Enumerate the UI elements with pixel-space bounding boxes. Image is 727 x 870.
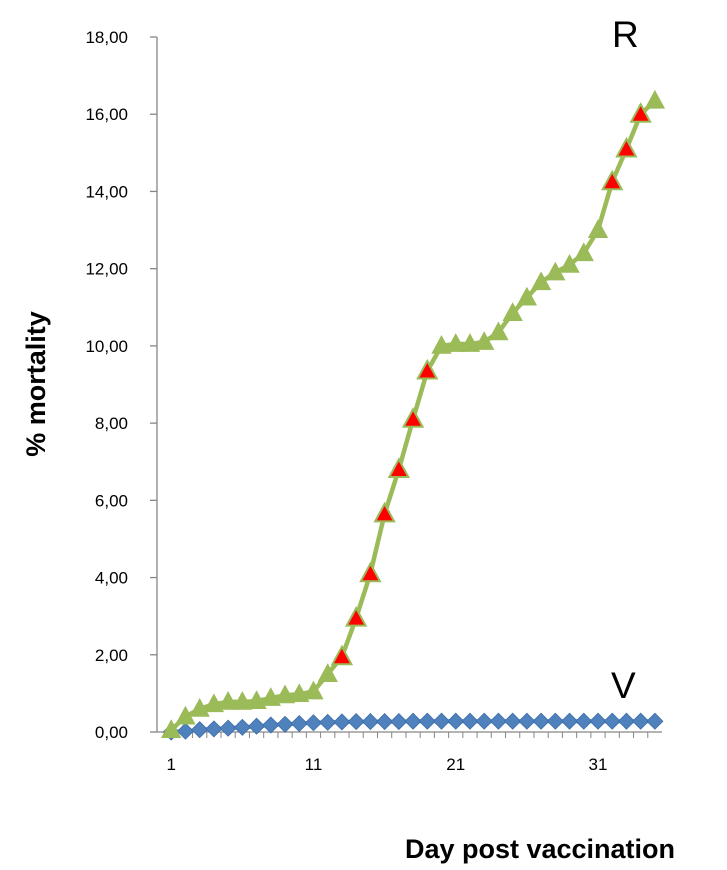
series-v-point	[575, 712, 593, 730]
series-v-point	[489, 712, 507, 730]
y-tick-label: 18,00	[85, 28, 128, 47]
axes	[156, 37, 662, 733]
series-r-point-highlight	[330, 644, 354, 666]
series-v-point	[390, 713, 408, 731]
x-tick-label: 21	[446, 755, 465, 774]
series-v-point	[176, 722, 195, 740]
series-r-point-highlight	[629, 102, 652, 123]
series-v-point	[376, 713, 394, 731]
series-v-point	[603, 712, 621, 730]
series-r-point-highlight	[615, 136, 638, 158]
series-r-point	[217, 691, 239, 710]
series-r-point	[445, 333, 466, 352]
x-axis-title: Day post vaccination	[405, 834, 675, 864]
series-v-point	[646, 712, 664, 730]
y-tick-label: 12,00	[85, 260, 128, 279]
series-v-point	[617, 712, 636, 730]
series-r-point-highlight	[401, 407, 425, 428]
series-r-point	[545, 261, 566, 281]
x-tick-label: 1	[166, 755, 175, 774]
series-v-point	[475, 712, 493, 730]
series-r-point-highlight	[373, 501, 396, 523]
series-r-point	[289, 683, 310, 703]
series-r-point	[161, 719, 182, 738]
series-v-point	[219, 719, 237, 737]
series-r-point	[559, 253, 580, 273]
series-r-point	[474, 331, 495, 350]
series-r-point	[260, 687, 281, 706]
series-r-point	[644, 89, 666, 109]
series-r-point	[203, 693, 225, 713]
series-r-point-highlight	[416, 358, 439, 380]
series-v-point	[290, 714, 308, 733]
series-v-point	[361, 713, 379, 731]
series-r-point	[303, 680, 324, 700]
series-r-point	[431, 335, 452, 354]
y-ticks: 0,00 2,00 4,00 6,00 8,00 10,00 12,00 14,00 16,00…	[85, 28, 157, 742]
series-v-point	[248, 717, 266, 735]
series-r-point-highlight	[344, 606, 368, 627]
series-r-point	[502, 302, 523, 321]
y-tick-label: 6,00	[95, 491, 128, 510]
series-v-point	[205, 720, 223, 738]
series-v-point	[404, 712, 422, 730]
series-r-point	[587, 219, 609, 238]
series-r-point	[274, 684, 296, 704]
series-v-point	[333, 713, 351, 731]
series-v-point	[518, 712, 536, 730]
series-v-point	[560, 712, 579, 730]
series-v-point	[432, 712, 451, 730]
series-v-point	[461, 712, 479, 730]
series-r-point	[488, 321, 509, 341]
series-label-r: R	[612, 14, 639, 55]
series-r-point	[459, 333, 481, 352]
y-tick-label: 14,00	[85, 182, 128, 201]
y-tick-label: 8,00	[95, 414, 128, 433]
x-tick-label: 31	[589, 755, 608, 774]
series-v-point	[262, 716, 280, 734]
y-tick-label: 10,00	[85, 337, 128, 356]
series-r-point-highlight	[601, 169, 624, 191]
series-v-point	[632, 712, 650, 730]
series	[161, 89, 666, 741]
series-r-point	[232, 691, 253, 710]
x-ticks: 1 11 21 31	[163, 732, 649, 774]
series-v-point	[447, 712, 465, 730]
series-r-point	[530, 271, 552, 291]
series-v-point	[532, 712, 550, 730]
y-tick-label: 4,00	[95, 569, 128, 588]
series-v-point	[319, 713, 337, 731]
series-r-point	[175, 705, 196, 725]
series-v-point	[589, 712, 607, 730]
series-v-point	[546, 712, 564, 730]
series-r-point	[246, 690, 267, 710]
series-r-point	[516, 286, 538, 306]
series-r-point-highlight	[359, 561, 382, 583]
y-axis-title: % mortality	[21, 311, 51, 457]
x-tick-label: 11	[305, 755, 323, 774]
y-tick-label: 0,00	[95, 723, 128, 742]
series-r-point	[317, 663, 338, 682]
series-r-point-highlight	[387, 457, 411, 478]
series-v-point	[191, 721, 209, 739]
y-tick-label: 16,00	[85, 105, 128, 124]
series-r-point	[573, 242, 594, 262]
series-v-point	[276, 715, 294, 733]
y-tick-label: 2,00	[95, 646, 128, 665]
series-v-point	[233, 718, 251, 736]
series-label-v: V	[611, 665, 636, 706]
series-v-point	[504, 712, 522, 730]
series-v-point	[304, 714, 323, 732]
series-v-point	[418, 712, 436, 730]
series-v-point	[347, 713, 365, 731]
